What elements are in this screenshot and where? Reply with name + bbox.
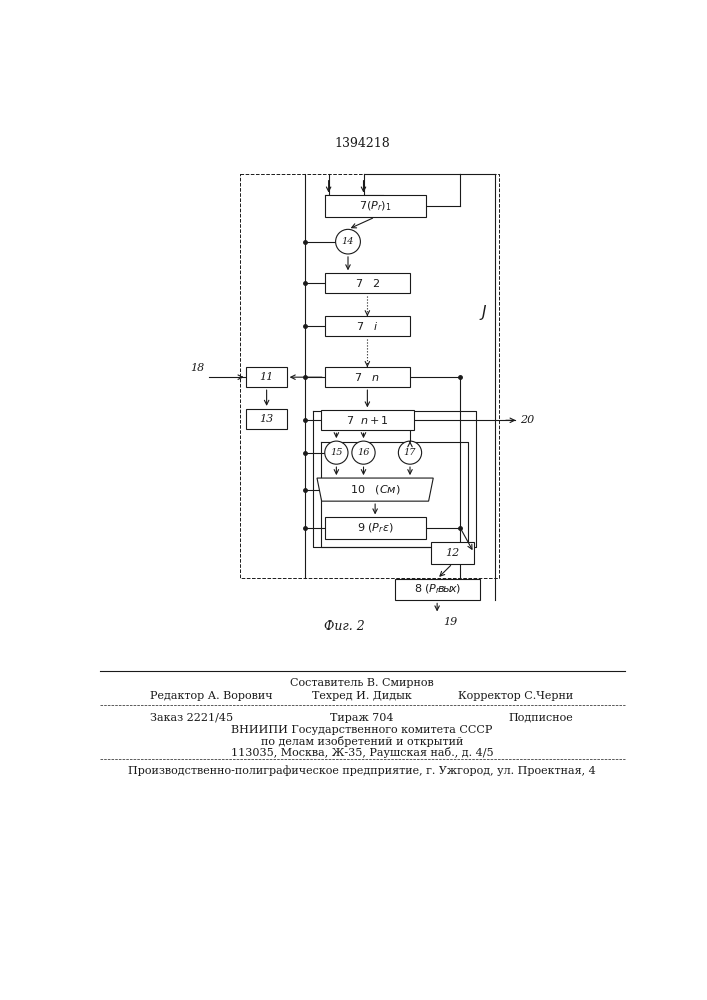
Text: $10$   $(Cм)$: $10$ $(Cм)$: [350, 483, 400, 496]
Text: Составитель В. Смирнов: Составитель В. Смирнов: [290, 678, 434, 688]
Text: Заказ 2221/45: Заказ 2221/45: [151, 713, 233, 723]
Text: $9$ $(P_r\varepsilon)$: $9$ $(P_r\varepsilon)$: [357, 521, 393, 535]
Bar: [395, 579, 480, 600]
Text: $\it{J}$: $\it{J}$: [479, 303, 488, 322]
Bar: [321, 410, 414, 430]
Bar: [325, 367, 410, 387]
Polygon shape: [317, 478, 433, 501]
Text: Подписное: Подписное: [508, 713, 573, 723]
Text: 1394218: 1394218: [334, 137, 390, 150]
Circle shape: [352, 441, 375, 464]
Text: 16: 16: [357, 448, 370, 457]
Bar: [247, 367, 287, 387]
Text: 11: 11: [259, 372, 274, 382]
Text: $7$  $n+1$: $7$ $n+1$: [346, 414, 389, 426]
Text: $7$   $n$: $7$ $n$: [354, 371, 380, 383]
Text: 15: 15: [330, 448, 343, 457]
Text: $8$ $(P_r\!в\!ы\!х)$: $8$ $(P_r\!в\!ы\!х)$: [414, 583, 461, 596]
Text: 19: 19: [443, 617, 457, 627]
Text: 18: 18: [190, 363, 204, 373]
Text: 20: 20: [520, 415, 534, 425]
Text: Редактор А. Ворович: Редактор А. Ворович: [151, 691, 273, 701]
Text: $7(P_r)_1$: $7(P_r)_1$: [359, 199, 391, 213]
Bar: [325, 316, 410, 336]
Bar: [325, 273, 410, 293]
Circle shape: [325, 441, 348, 464]
Text: Техред И. Дидык: Техред И. Дидык: [312, 691, 411, 701]
Text: 17: 17: [404, 448, 416, 457]
Text: Корректор С.Черни: Корректор С.Черни: [457, 691, 573, 701]
Text: 13: 13: [259, 414, 274, 424]
Bar: [247, 409, 287, 429]
Bar: [325, 517, 426, 539]
Text: Тираж 704: Тираж 704: [330, 713, 394, 723]
Text: 113035, Москва, Ж-35, Раушская наб., д. 4/5: 113035, Москва, Ж-35, Раушская наб., д. …: [230, 747, 493, 758]
Circle shape: [336, 229, 361, 254]
Text: Производственно-полиграфическое предприятие, г. Ужгород, ул. Проектная, 4: Производственно-полиграфическое предприя…: [128, 765, 596, 776]
Text: Фиг. 2: Фиг. 2: [324, 620, 365, 634]
Text: ВНИИПИ Государственного комитета СССР: ВНИИПИ Государственного комитета СССР: [231, 725, 493, 735]
Bar: [431, 542, 474, 564]
Text: 14: 14: [341, 237, 354, 246]
Text: по делам изобретений и открытий: по делам изобретений и открытий: [261, 736, 463, 747]
Text: $7$   $i$: $7$ $i$: [356, 320, 379, 332]
Text: 12: 12: [445, 548, 460, 558]
Bar: [325, 195, 426, 217]
Text: $7$   $2$: $7$ $2$: [354, 277, 380, 289]
Circle shape: [398, 441, 421, 464]
